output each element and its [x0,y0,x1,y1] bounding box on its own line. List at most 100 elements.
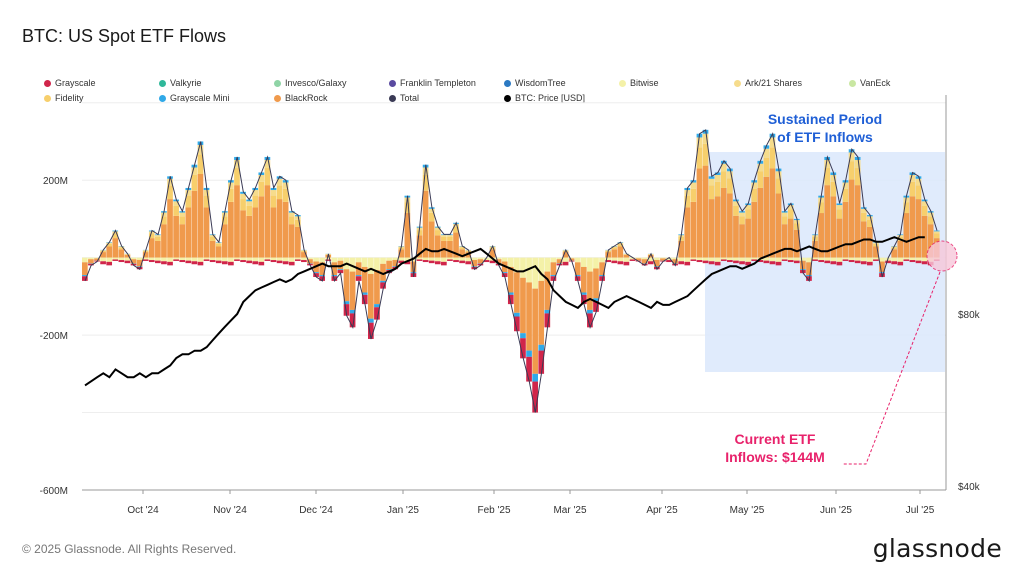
legend-item-ark-21-shares[interactable]: Ark/21 Shares [734,78,802,88]
bar-bitwise [191,257,198,262]
bar-ark [824,159,831,169]
bar-grayscale [866,261,873,266]
bar-grayscale-mini [714,172,721,176]
bar-ark [915,178,922,186]
bar-fidelity [933,233,940,239]
bar-grayscale-mini [532,373,538,382]
bar-grayscale-mini [526,350,532,357]
bar-bitwise [544,257,551,272]
bar-blackrock [660,258,666,261]
legend-item-blackrock[interactable]: BlackRock [274,93,328,103]
bar-ark [209,235,216,237]
bar-fidelity [191,174,198,191]
bar-ark [787,205,794,210]
bar-blackrock [209,240,216,258]
bar-bitwise [787,257,794,261]
bar-grayscale [891,261,898,265]
bar-grayscale-mini [471,266,478,267]
bar-grayscale-mini [337,269,344,271]
bar-fidelity [301,250,307,253]
bar-bitwise [915,257,922,261]
bar-bitwise [355,257,362,263]
bar-ark [155,235,161,237]
bar-fidelity [793,223,800,230]
bar-blackrock [380,263,386,281]
bar-blackrock [842,201,849,258]
bar-bitwise [380,257,386,264]
legend-dot [504,80,511,87]
bar-bitwise [727,257,733,261]
bar-grayscale-mini [879,272,885,274]
bar-grayscale-mini [374,304,380,308]
bar-bitwise [361,257,368,267]
legend-item-franklin-templeton[interactable]: Franklin Templeton [389,78,476,88]
legend-item-invesco-galaxy[interactable]: Invesco/Galaxy [274,78,347,88]
bar-grayscale [477,263,484,266]
bar-ark [617,242,624,244]
total-line [84,129,938,413]
bar-fidelity [818,202,824,214]
bar-grayscale-mini [240,191,246,194]
bar-ark [836,205,843,210]
legend-label: Grayscale Mini [170,93,230,103]
bar-grayscale-mini [514,312,520,317]
bar-blackrock [757,187,764,258]
bar-grayscale [666,260,672,263]
bar-bitwise [812,257,818,260]
legend-item-fidelity[interactable]: Fidelity [44,93,84,103]
bar-grayscale [422,260,429,263]
bar-ark [897,235,904,237]
bar-blackrock [374,270,380,305]
bar-bitwise [702,257,709,261]
legend-label: Invesco/Galaxy [285,78,347,88]
bar-ark [434,227,441,231]
bar-blackrock [88,259,94,264]
bar-blackrock [781,224,788,258]
bar-bitwise [507,257,514,267]
bar-bitwise [769,257,776,262]
bar-bitwise [660,257,666,259]
bar-fidelity [240,199,246,211]
bar-blackrock [228,201,234,258]
bar-fidelity [179,216,186,225]
bar-fidelity [611,247,618,250]
bar-grayscale [526,356,532,382]
bar-bitwise [495,257,502,260]
bar-grayscale-mini [593,298,599,302]
bar-grayscale-mini [587,309,593,314]
x-tick-label: Mar '25 [553,505,586,516]
legend-item-vaneck[interactable]: VanEck [849,78,890,88]
legend-item-bitwise[interactable]: Bitwise [619,78,659,88]
legend-item-wisdomtree[interactable]: WisdomTree [504,78,566,88]
bar-grayscale [818,260,824,263]
bar-grayscale [538,350,545,374]
bar-bitwise [520,257,526,278]
legend-item-valkyrie[interactable]: Valkyrie [159,78,201,88]
bar-bitwise [623,257,630,262]
bar-blackrock [221,224,228,258]
legend-item-grayscale-mini[interactable]: Grayscale Mini [159,93,230,103]
bar-fidelity [714,181,721,197]
bar-fidelity [921,205,928,216]
bar-blackrock [580,266,587,293]
bar-grayscale [775,261,782,266]
bar-grayscale-mini [933,230,940,232]
legend-item-total[interactable]: Total [389,93,419,103]
bar-blackrock [714,196,721,258]
bar-grayscale-mini [136,266,143,267]
bar-bitwise [173,257,179,260]
bar-grayscale [848,260,855,263]
bar-blackrock [550,262,557,276]
bar-bitwise [556,257,563,260]
bar-blackrock [696,168,703,258]
bar-fidelity [751,188,758,202]
bar-ark [215,242,222,244]
legend-item-btc-price-usd-[interactable]: BTC: Price [USD] [504,93,585,103]
bar-fidelity [739,216,745,225]
bar-ark [745,205,751,210]
legend-item-grayscale[interactable]: Grayscale [44,78,96,88]
bar-ark [112,231,119,234]
bar-bitwise [106,257,113,262]
bar-blackrock [787,218,794,258]
bar-grayscale [252,261,259,265]
